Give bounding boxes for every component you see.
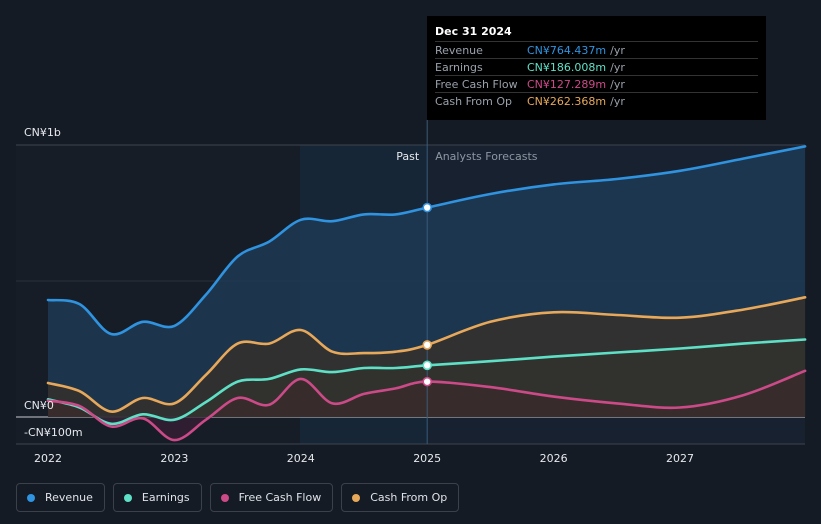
tooltip-unit: /yr [610,61,625,74]
free-cash-flow-dot-icon [220,493,229,502]
tooltip-value: CN¥127.289m [527,78,607,91]
legend-item-revenue[interactable]: Revenue [16,483,105,512]
tooltip-label: Earnings [435,61,483,74]
cash-from-op-marker [422,340,433,350]
tooltip-row-cash-from-op: Cash From Op CN¥262.368m/yr [435,92,758,110]
tooltip-date: Dec 31 2024 [435,25,512,38]
tooltip-unit: /yr [610,95,625,108]
past-label: Past [396,150,420,163]
earnings-line [46,338,807,426]
tooltip-label: Free Cash Flow [435,78,518,91]
tooltip-unit: /yr [610,44,625,57]
y-label-negative: -CN¥100m [24,426,83,439]
tooltip: Dec 31 2024 Revenue CN¥764.437m/yr Earni… [427,16,766,120]
legend-item-earnings[interactable]: Earnings [112,483,202,512]
x-tick-label: 2026 [540,452,568,465]
revenue-marker [422,202,433,213]
x-tick-label: 2027 [666,452,694,465]
legend-item-cash-from-op[interactable]: Cash From Op [341,483,460,512]
forecast-label: Analysts Forecasts [435,150,538,163]
tooltip-row-free-cash-flow: Free Cash Flow CN¥127.289m/yr [435,75,758,93]
tooltip-row-earnings: Earnings CN¥186.008m/yr [435,58,758,76]
free-cash-flow-marker [422,376,433,387]
x-tick-label: 2025 [413,452,441,465]
revenue-line [46,145,807,336]
financial-chart: CN¥1b CN¥0 -CN¥100m Past Analysts Forecasts 2… [16,120,807,465]
tooltip-label: Revenue [435,44,483,57]
legend-label: Earnings [141,491,190,504]
legend: Revenue Earnings Free Cash Flow Cash Fro… [16,483,460,512]
x-tick-label: 2023 [160,452,188,465]
tooltip-value: CN¥764.437m [527,44,607,57]
legend-item-free-cash-flow[interactable]: Free Cash Flow [209,483,334,512]
earnings-marker [422,360,433,371]
revenue-dot-icon [27,493,35,502]
cash-from-op-dot-icon [352,493,361,502]
tooltip-value: CN¥262.368m [527,95,607,108]
y-label-top: CN¥1b [24,126,61,139]
earnings-dot-icon [123,493,132,502]
cash-from-op-area [48,297,806,417]
cash-from-op-line [46,296,807,413]
x-tick-label: 2024 [287,452,315,465]
tooltip-label: Cash From Op [435,95,513,108]
legend-label: Free Cash Flow [238,491,322,504]
legend-label: Revenue [45,491,93,504]
tooltip-unit: /yr [610,78,625,91]
tooltip-row-revenue: Revenue CN¥764.437m/yr [435,41,758,59]
legend-label: Cash From Op [370,491,448,504]
y-label-zero: CN¥0 [24,399,54,412]
free-cash-flow-line [46,369,807,442]
x-tick-label: 2022 [34,452,62,465]
tooltip-value: CN¥186.008m [527,61,607,74]
